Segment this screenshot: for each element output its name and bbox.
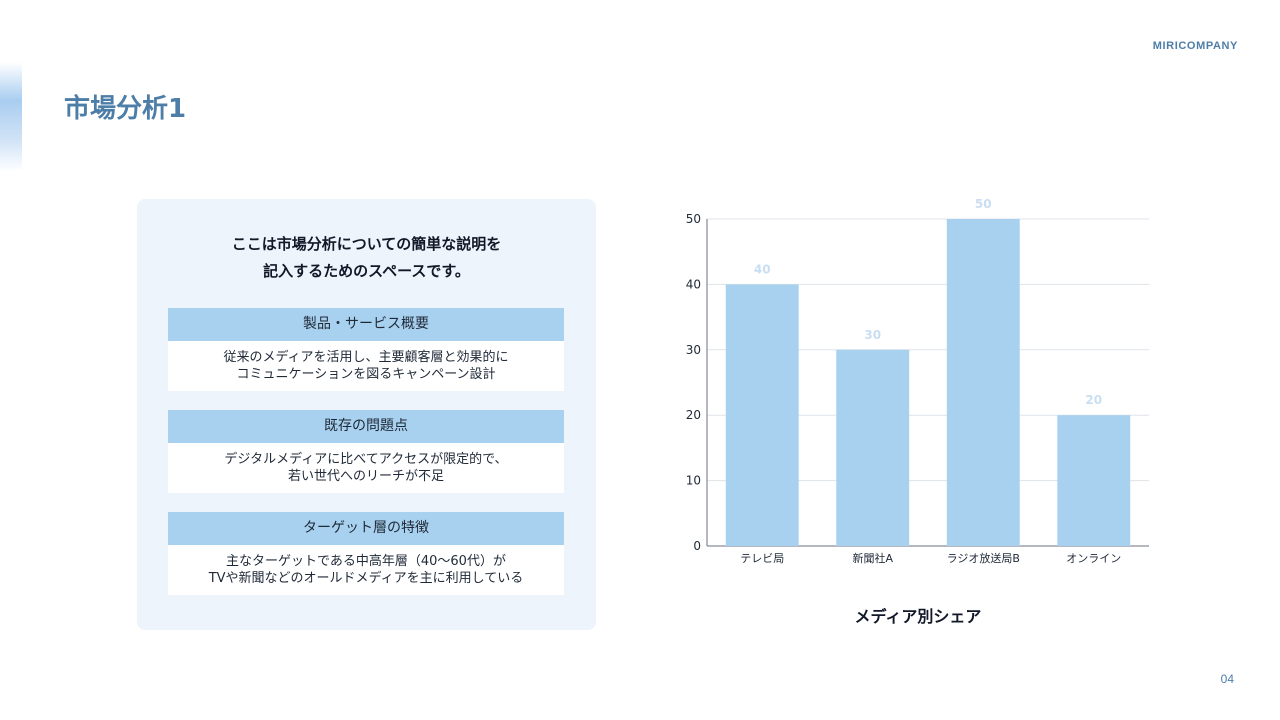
block-heading: ターゲット層の特徴 — [168, 512, 564, 545]
description-panel: ここは市場分析についての簡単な説明を 記入するためのスペースです。 製品・サービ… — [137, 199, 596, 630]
data-label: 30 — [864, 328, 881, 342]
block-product-overview: 製品・サービス概要 従来のメディアを活用し、主要顧客層と効果的に コミュニケーシ… — [168, 308, 564, 391]
block-heading: 製品・サービス概要 — [168, 308, 564, 341]
block-target-features: ターゲット層の特徴 主なターゲットである中高年層（40〜60代）が TVや新聞な… — [168, 512, 564, 595]
data-label: 20 — [1085, 393, 1102, 407]
y-tick-label: 30 — [686, 343, 701, 357]
bar — [946, 219, 1020, 546]
block-text: 従来のメディアを活用し、主要顧客層と効果的に コミュニケーションを図るキャンペー… — [168, 341, 564, 391]
x-tick-label: オンライン — [1066, 552, 1121, 565]
data-label: 50 — [975, 197, 992, 211]
x-tick-label: ラジオ放送局B — [947, 551, 1020, 565]
brand-name: MIRICOMPANY — [1152, 40, 1238, 52]
block-heading: 既存の問題点 — [168, 410, 564, 443]
bar — [725, 284, 799, 546]
y-tick-label: 40 — [686, 277, 701, 291]
bar — [1057, 415, 1131, 546]
y-tick-label: 20 — [686, 408, 701, 422]
block-text: 主なターゲットである中高年層（40〜60代）が TVや新聞などのオールドメディア… — [168, 545, 564, 595]
y-tick-label: 0 — [693, 539, 701, 553]
chart-title: メディア別シェア — [854, 607, 982, 626]
y-tick-label: 10 — [686, 474, 701, 488]
page-number: 04 — [1220, 672, 1234, 686]
block-existing-issues: 既存の問題点 デジタルメディアに比べてアクセスが限定的で、 若い世代へのリーチが… — [168, 410, 564, 493]
block-text: デジタルメディアに比べてアクセスが限定的で、 若い世代へのリーチが不足 — [168, 443, 564, 493]
panel-intro: ここは市場分析についての簡単な説明を 記入するためのスペースです。 — [231, 235, 502, 280]
bar — [836, 349, 910, 546]
accent-bar — [0, 62, 22, 172]
data-label: 40 — [754, 262, 771, 276]
x-tick-label: テレビ局 — [740, 552, 784, 565]
page-title: 市場分析1 — [64, 94, 187, 124]
y-tick-label: 50 — [686, 212, 701, 226]
x-tick-label: 新聞社A — [852, 551, 893, 565]
